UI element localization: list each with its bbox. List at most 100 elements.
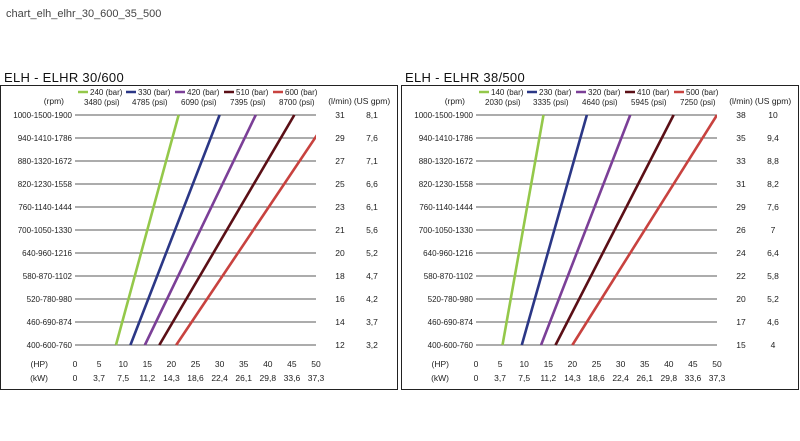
series-line [175, 134, 316, 346]
hp-tick-label: 5 [97, 359, 102, 369]
legend-bar-label: 320 (bar) [588, 88, 621, 97]
kw-tick-label: 7,5 [117, 373, 129, 383]
chart-frame [401, 85, 799, 390]
kw-axis-label: (kW) [30, 373, 48, 383]
rpm-label: 880-1320-1672 [18, 157, 73, 166]
kw-tick-label: 26,1 [636, 373, 653, 383]
lmin-header: (l/min) [729, 96, 753, 106]
rpm-label: 520-780-980 [27, 295, 73, 304]
legend-bar-label: 420 (bar) [187, 88, 220, 97]
rpm-label: 700-1050-1330 [18, 226, 73, 235]
rpm-header: (rpm) [44, 96, 64, 106]
usgpm-value: 9,4 [767, 133, 779, 143]
kw-tick-label: 3,7 [93, 373, 105, 383]
lmin-value: 29 [736, 202, 746, 212]
kw-tick-label: 18,6 [588, 373, 605, 383]
chart-right: (rpm) (l/min) (US gpm) 140 (bar)2030 (psi) 2… [401, 85, 799, 390]
hp-tick-label: 50 [311, 359, 321, 369]
hp-tick-label: 5 [498, 359, 503, 369]
lmin-value: 16 [335, 294, 345, 304]
rpm-label: 820-1230-1558 [18, 180, 73, 189]
rpm-label: 940-1410-1786 [419, 134, 474, 143]
lmin-value: 14 [335, 317, 345, 327]
rpm-label: 940-1410-1786 [18, 134, 73, 143]
usgpm-value: 5,6 [366, 225, 378, 235]
usgpm-value: 4,2 [366, 294, 378, 304]
rpm-label: 1000-1500-1900 [13, 111, 72, 120]
hp-tick-label: 15 [544, 359, 554, 369]
legend-psi-label: 2030 (psi) [485, 98, 521, 107]
legend-bar-label: 240 (bar) [90, 88, 123, 97]
hp-tick-label: 30 [616, 359, 626, 369]
legend-psi-label: 8700 (psi) [279, 98, 315, 107]
hp-tick-label: 35 [239, 359, 249, 369]
lmin-value: 17 [736, 317, 746, 327]
usgpm-value: 7,6 [767, 202, 779, 212]
series-line [129, 114, 221, 346]
usgpm-value: 7 [771, 225, 776, 235]
kw-tick-label: 33,6 [685, 373, 702, 383]
hp-tick-label: 20 [568, 359, 578, 369]
kw-tick-label: 11,2 [139, 373, 155, 383]
lmin-value: 26 [736, 225, 746, 235]
usgpm-value: 8,1 [366, 110, 378, 120]
lmin-value: 21 [335, 225, 345, 235]
usgpm-value: 7,6 [366, 133, 378, 143]
hp-tick-label: 15 [143, 359, 153, 369]
file-name: chart_elh_elhr_30_600_35_500 [6, 8, 162, 20]
rpm-label: 580-870-1102 [23, 272, 73, 281]
chart-title-left: ELH - ELHR 30/600 [4, 70, 124, 85]
rpm-header: (rpm) [445, 96, 465, 106]
kw-tick-label: 29,8 [661, 373, 678, 383]
kw-tick-label: 22,4 [211, 373, 228, 383]
kw-tick-label: 33,6 [284, 373, 301, 383]
lmin-value: 24 [736, 248, 746, 258]
lmin-value: 31 [736, 179, 746, 189]
hp-tick-label: 0 [73, 359, 78, 369]
lmin-value: 22 [736, 271, 746, 281]
series-line [158, 114, 296, 346]
rpm-label: 580-870-1102 [424, 272, 474, 281]
series-line [143, 114, 257, 346]
kw-tick-label: 14,3 [564, 373, 581, 383]
legend-psi-label: 7395 (psi) [230, 98, 266, 107]
legend-psi-label: 6090 (psi) [181, 98, 217, 107]
hp-tick-label: 10 [118, 359, 128, 369]
usgpm-value: 8,8 [767, 156, 779, 166]
usgpm-value: 3,2 [366, 340, 378, 350]
hp-tick-label: 45 [287, 359, 297, 369]
rpm-label: 760-1140-1444 [18, 203, 72, 212]
series-line [539, 114, 632, 346]
lmin-value: 33 [736, 156, 746, 166]
kw-tick-label: 11,2 [540, 373, 556, 383]
kw-tick-label: 14,3 [163, 373, 180, 383]
usgpm-header: (US gpm) [755, 96, 792, 106]
series-line [114, 114, 180, 346]
hp-tick-label: 20 [167, 359, 177, 369]
chart-title-right: ELH - ELHR 38/500 [405, 70, 525, 85]
lmin-value: 29 [335, 133, 345, 143]
lmin-value: 38 [736, 110, 746, 120]
legend-psi-label: 3480 (psi) [84, 98, 120, 107]
kw-tick-label: 22,4 [612, 373, 629, 383]
hp-tick-label: 25 [592, 359, 602, 369]
rpm-label: 400-600-760 [428, 341, 474, 350]
legend-bar-label: 140 (bar) [491, 88, 524, 97]
hp-tick-label: 35 [640, 359, 650, 369]
chart-frame [0, 85, 398, 390]
hp-tick-label: 40 [263, 359, 273, 369]
series-line [571, 114, 717, 346]
lmin-value: 31 [335, 110, 345, 120]
legend-psi-label: 7250 (psi) [680, 98, 716, 107]
kw-tick-label: 3,7 [494, 373, 506, 383]
lmin-value: 15 [736, 340, 746, 350]
lmin-value: 35 [736, 133, 746, 143]
rpm-label: 880-1320-1672 [419, 157, 474, 166]
legend-bar-label: 330 (bar) [138, 88, 171, 97]
usgpm-value: 6,1 [366, 202, 378, 212]
series-line [501, 114, 545, 346]
rpm-label: 1000-1500-1900 [414, 111, 473, 120]
rpm-label: 760-1140-1444 [419, 203, 473, 212]
legend-psi-label: 3335 (psi) [533, 98, 569, 107]
usgpm-value: 4 [771, 340, 776, 350]
